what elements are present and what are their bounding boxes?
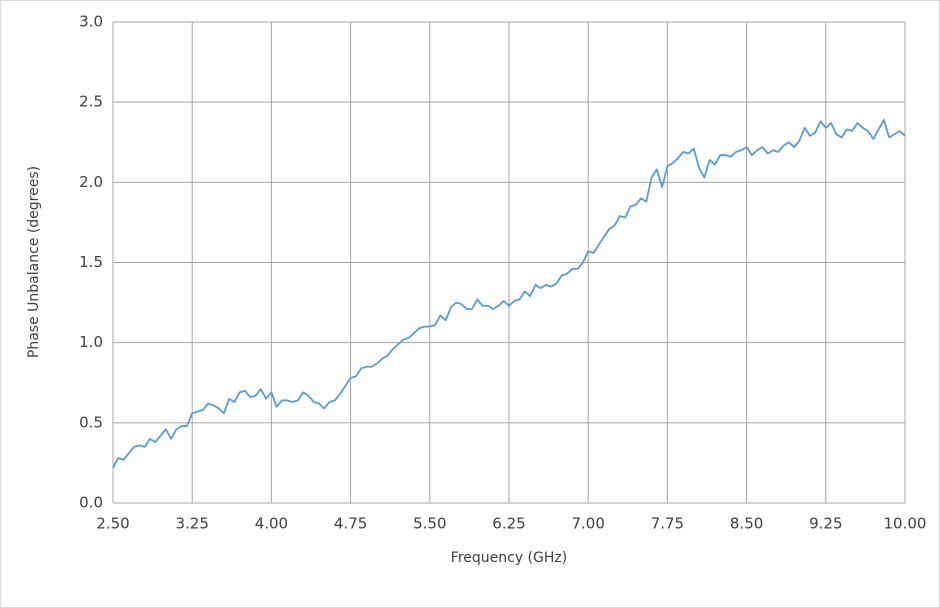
y-tick-label: 1.5 xyxy=(79,253,103,271)
x-tick-label: 9.25 xyxy=(809,515,842,533)
x-tick-label: 10.00 xyxy=(884,515,927,533)
x-axis-title: Frequency (GHz) xyxy=(451,550,567,566)
x-tick-label: 7.75 xyxy=(651,515,684,533)
x-tick-label: 8.50 xyxy=(730,515,763,533)
x-tick-label: 4.75 xyxy=(334,515,367,533)
x-tick-label: 5.50 xyxy=(413,515,446,533)
y-tick-label: 0.0 xyxy=(79,494,103,512)
y-tick-label: 0.5 xyxy=(79,413,103,431)
y-tick-label: 3.0 xyxy=(79,13,103,31)
y-tick-label: 2.5 xyxy=(79,93,103,111)
x-tick-label: 4.00 xyxy=(255,515,288,533)
y-tick-label: 1.0 xyxy=(79,333,103,351)
x-tick-label: 7.00 xyxy=(571,515,604,533)
x-tick-label: 3.25 xyxy=(175,515,208,533)
x-tick-label: 2.50 xyxy=(96,515,129,533)
data-line xyxy=(112,118,906,469)
y-tick-label: 2.0 xyxy=(79,173,103,191)
x-tick-label: 6.25 xyxy=(492,515,525,533)
y-axis-title: Phase Unbalance (degrees) xyxy=(26,166,42,358)
